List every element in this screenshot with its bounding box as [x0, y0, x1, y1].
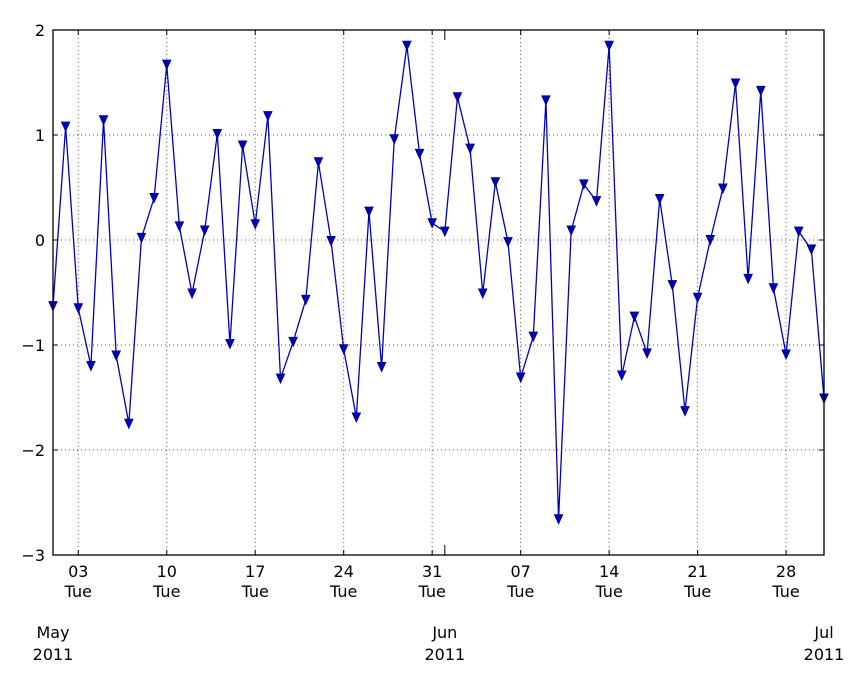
- data-point: [642, 348, 652, 359]
- y-tick-label: 0: [35, 231, 45, 250]
- x-tick-weekday-label: Tue: [506, 582, 534, 601]
- data-point: [263, 111, 273, 122]
- data-point: [300, 294, 311, 306]
- data-point: [275, 373, 286, 385]
- data-point: [692, 292, 703, 304]
- x-tick-weekday-label: Tue: [241, 582, 269, 601]
- x-tick-weekday-label: Tue: [64, 582, 92, 601]
- data-point: [389, 134, 400, 145]
- data-point: [730, 78, 741, 90]
- y-tick-label: −3: [21, 546, 45, 565]
- x-tick-label: 03: [68, 562, 88, 581]
- x-tick-weekday-label: Tue: [594, 582, 622, 601]
- x-year-label: 2011: [424, 645, 465, 664]
- data-point: [439, 226, 450, 238]
- data-point: [338, 344, 349, 355]
- data-point: [515, 372, 526, 384]
- x-tick-weekday-label: Tue: [771, 582, 799, 601]
- data-point: [288, 336, 298, 348]
- data-point: [490, 177, 501, 188]
- series-layer: [48, 40, 829, 525]
- x-month-label: Jun: [431, 623, 457, 642]
- plot-frame: [52, 29, 825, 556]
- x-tick-weekday-label: Tue: [418, 582, 446, 601]
- data-point: [86, 360, 96, 372]
- data-point: [718, 183, 728, 195]
- data-point: [60, 121, 71, 133]
- data-point: [250, 219, 261, 230]
- data-point: [427, 218, 438, 229]
- data-point: [225, 338, 235, 350]
- data-point: [73, 303, 84, 314]
- data-point: [187, 288, 197, 300]
- data-point: [199, 225, 210, 237]
- x-tick-label: 21: [687, 562, 707, 581]
- data-point: [553, 514, 564, 525]
- data-point: [743, 273, 753, 285]
- x-tick-label: 10: [157, 562, 177, 581]
- x-axis: 03Tue10Tue17Tue24Tue31Tue07Tue14Tue21Tue…: [33, 30, 845, 664]
- data-point: [212, 128, 223, 140]
- data-point: [629, 311, 640, 323]
- data-point: [326, 236, 336, 247]
- data-point: [98, 115, 109, 126]
- x-tick-label: 14: [599, 562, 619, 581]
- data-point: [768, 283, 779, 294]
- data-point: [566, 225, 577, 237]
- x-year-label: 2011: [804, 645, 845, 664]
- data-point: [364, 206, 374, 218]
- x-tick-label: 24: [334, 562, 354, 581]
- data-point: [503, 237, 513, 248]
- data-point: [313, 157, 324, 168]
- data-point: [591, 196, 602, 207]
- grid-lines: [53, 30, 824, 555]
- data-point: [667, 280, 678, 291]
- data-point: [161, 59, 172, 71]
- data-point: [579, 179, 589, 190]
- data-point: [680, 406, 690, 417]
- data-point: [351, 412, 362, 424]
- data-point: [755, 85, 766, 97]
- data-point: [237, 140, 248, 152]
- data-point: [136, 232, 147, 244]
- data-point: [654, 194, 665, 205]
- x-year-label: 2011: [33, 645, 74, 664]
- y-axis: 2 1 0 −1 −2 −3: [21, 21, 824, 565]
- x-month-label: May: [36, 623, 69, 642]
- x-tick-weekday-label: Tue: [152, 582, 180, 601]
- x-tick-label: 28: [776, 562, 796, 581]
- data-point: [705, 234, 716, 246]
- data-point: [111, 350, 122, 362]
- y-tick-label: 1: [35, 126, 45, 145]
- data-point: [402, 40, 412, 52]
- x-tick-weekday-label: Tue: [329, 582, 357, 601]
- y-tick-label: −2: [21, 441, 45, 460]
- data-point: [414, 148, 425, 160]
- data-point: [465, 143, 475, 155]
- data-point: [781, 349, 791, 361]
- y-tick-label: −1: [21, 336, 45, 355]
- data-point: [124, 418, 134, 430]
- x-month-label: Jul: [813, 623, 833, 642]
- x-tick-weekday-label: Tue: [683, 582, 711, 601]
- data-point: [477, 288, 488, 300]
- data-point: [806, 244, 817, 256]
- data-point: [452, 92, 463, 103]
- data-point: [541, 95, 551, 106]
- data-point: [616, 370, 627, 382]
- x-tick-label: 07: [510, 562, 530, 581]
- data-point: [528, 331, 539, 343]
- series-line: [52, 45, 825, 520]
- data-point: [793, 226, 804, 238]
- x-tick-label: 31: [422, 562, 442, 581]
- data-point: [174, 221, 185, 232]
- data-point: [376, 362, 387, 373]
- y-tick-label: 2: [35, 21, 45, 40]
- data-point: [149, 192, 159, 204]
- data-point: [604, 40, 614, 52]
- x-tick-label: 17: [245, 562, 265, 581]
